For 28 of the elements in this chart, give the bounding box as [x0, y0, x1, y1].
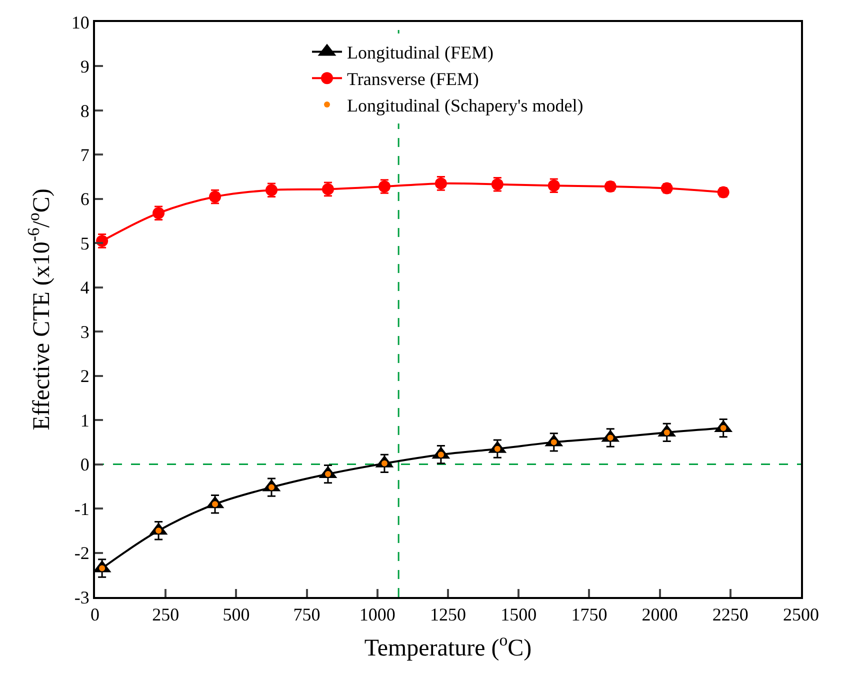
y-tick-label: 1 — [80, 410, 90, 430]
x-tick-label: 500 — [222, 604, 250, 625]
x-tick-label: 1000 — [359, 604, 396, 625]
x-tick-label: 1750 — [571, 604, 608, 625]
x-tick-label: 2500 — [783, 604, 819, 625]
legend-label: Longitudinal (Schapery's model) — [347, 96, 584, 116]
y-tick-label: 10 — [71, 12, 90, 32]
x-tick-label: 1500 — [500, 604, 537, 625]
x-axis-title: Temperature ($^{o}$C) — [364, 630, 532, 662]
y-tick-label: 3 — [80, 322, 90, 342]
y-tick-label: -1 — [74, 498, 90, 519]
y-tick-label: 7 — [80, 144, 90, 165]
x-tick-label: 2250 — [712, 604, 748, 625]
x-tick-label: 250 — [152, 604, 180, 625]
y-tick-label: -3 — [74, 587, 90, 608]
y-tick-label: 0 — [80, 454, 90, 475]
x-tick-label: 2000 — [642, 604, 678, 625]
x-tick-label: 1250 — [430, 604, 466, 625]
y-tick-label: 4 — [80, 278, 90, 298]
legend-label: Longitudinal (FEM) — [347, 42, 494, 63]
y-tick-label: 9 — [80, 56, 90, 77]
y-tick-label: 6 — [80, 189, 90, 210]
legend-label: Transverse (FEM) — [347, 69, 479, 90]
y-tick-label: 5 — [80, 233, 90, 254]
y-tick-label: 8 — [80, 100, 90, 121]
y-tick-label: -2 — [74, 543, 90, 564]
y-tick-label: 2 — [80, 366, 90, 386]
x-tick-label: 750 — [293, 604, 320, 625]
